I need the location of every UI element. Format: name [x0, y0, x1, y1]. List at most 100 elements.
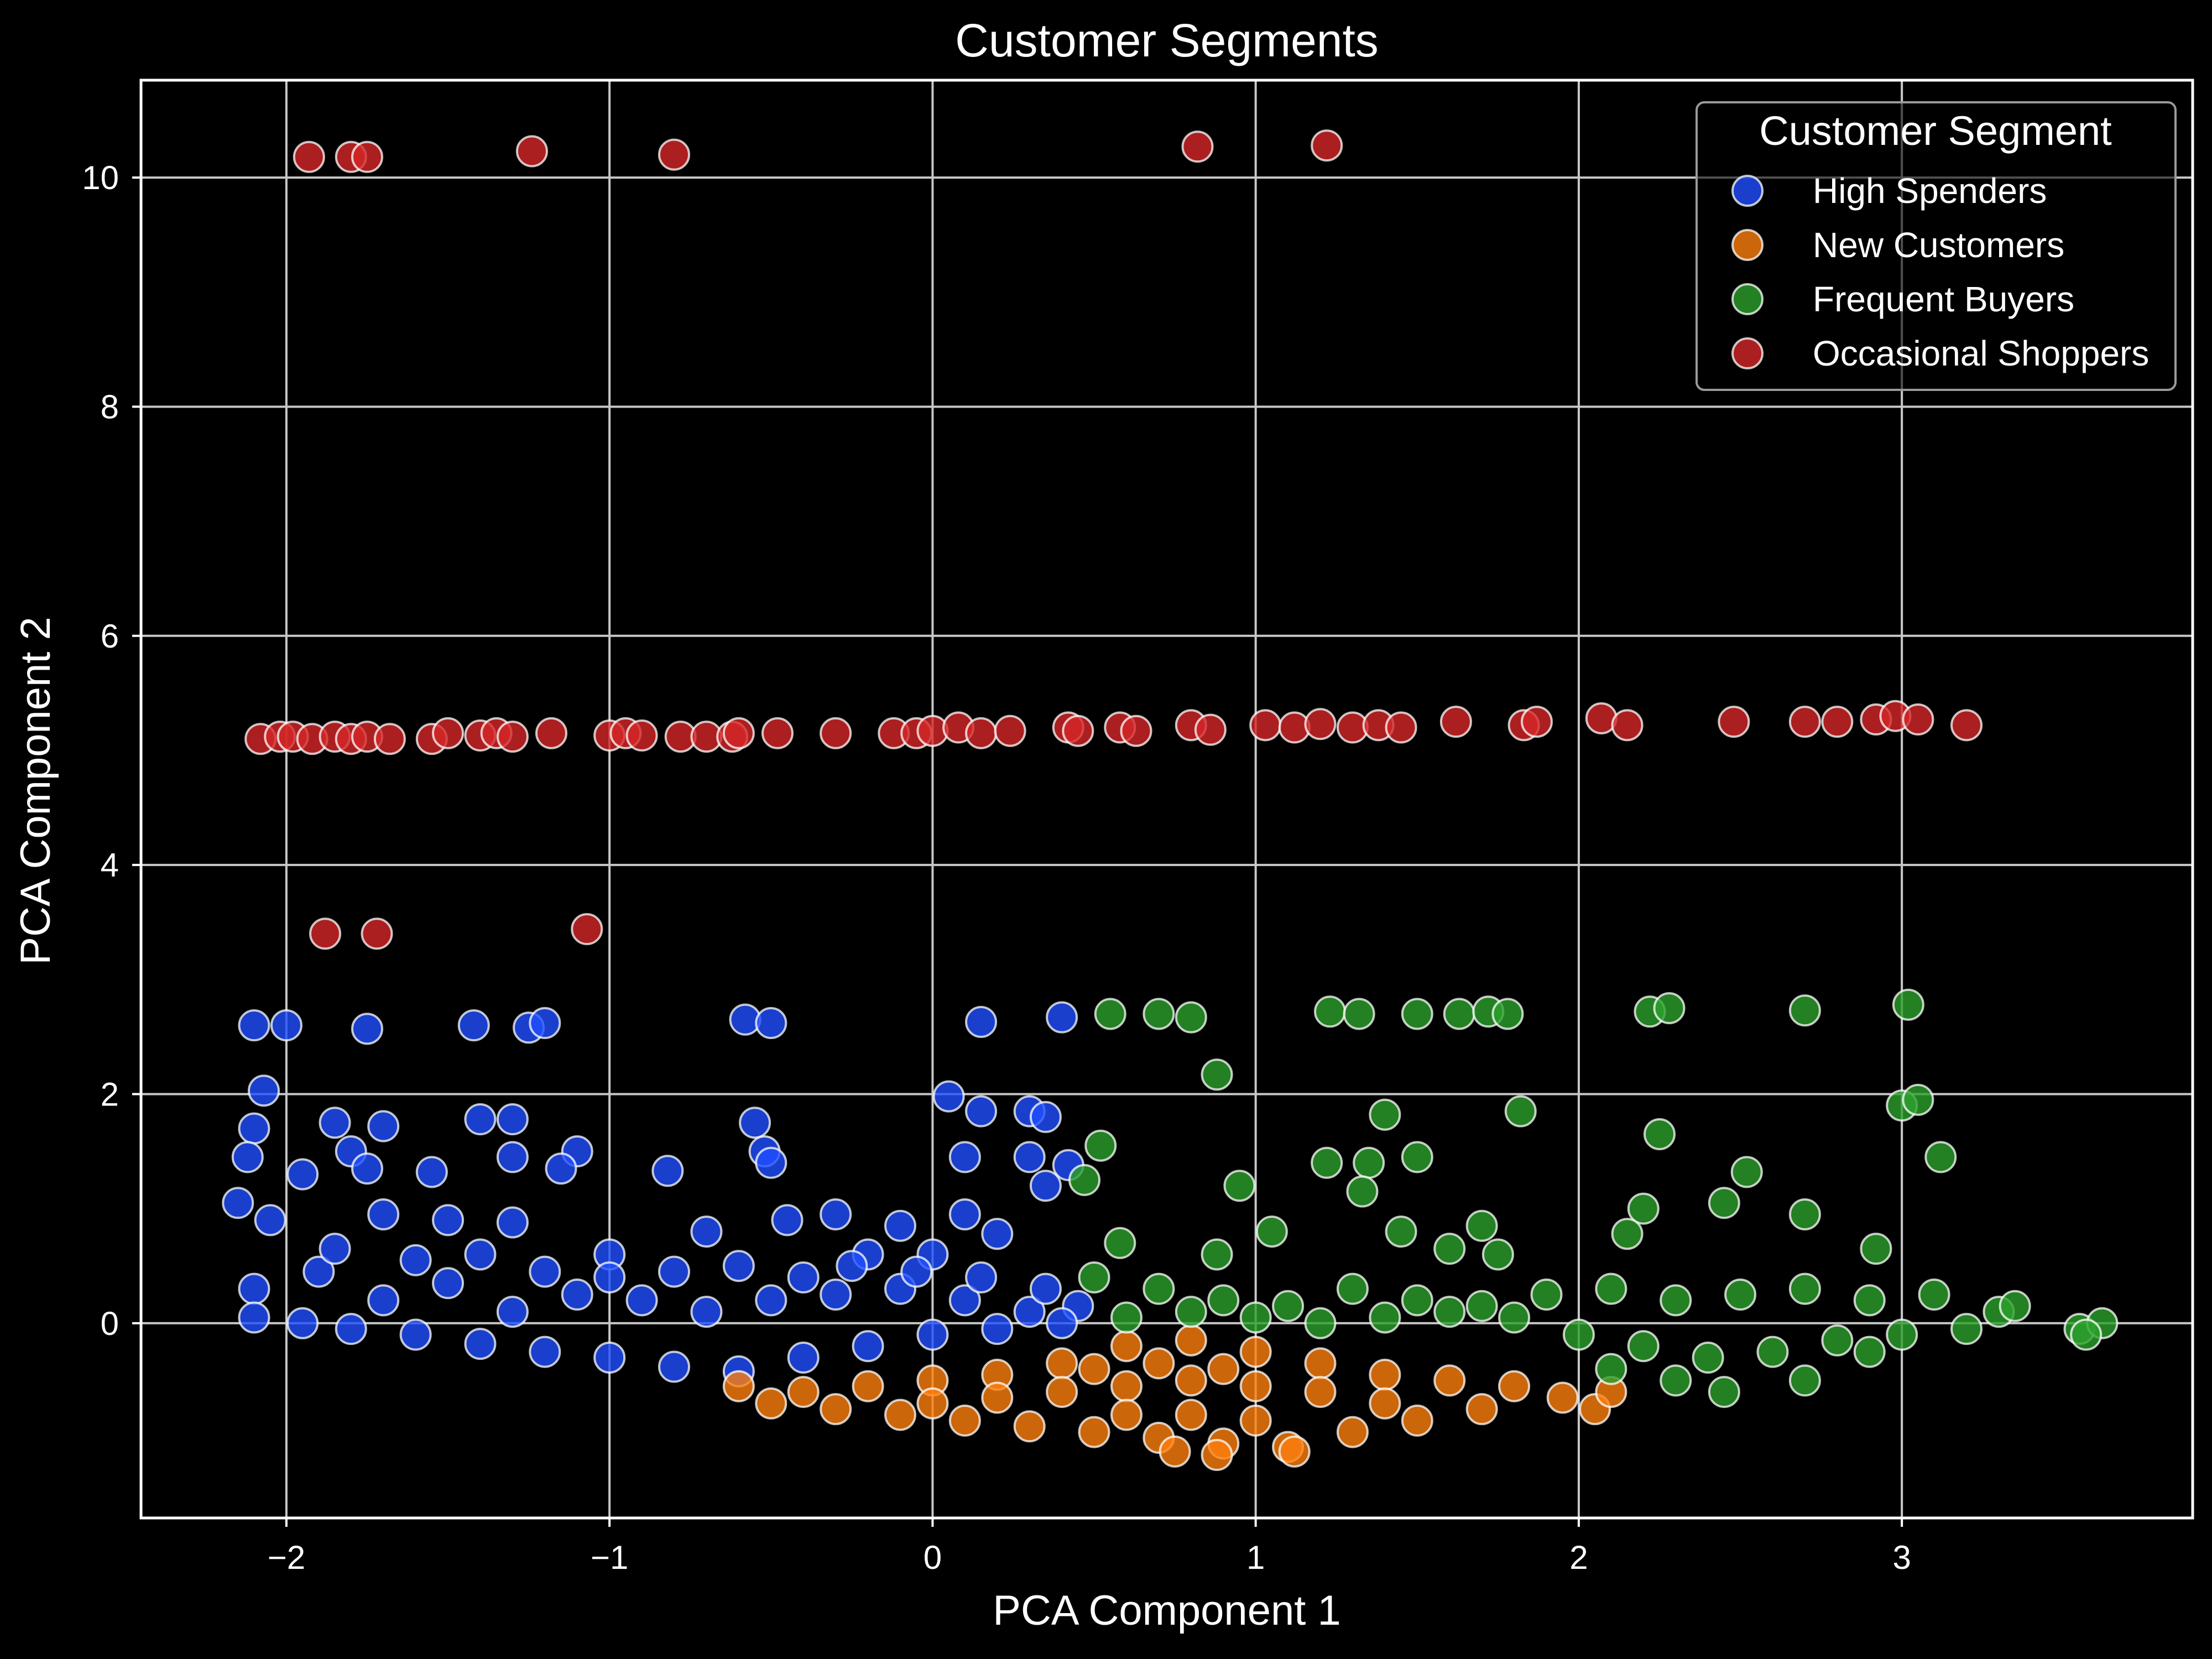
data-point: [593, 1261, 626, 1293]
data-point: [1439, 706, 1472, 738]
data-point: [399, 1318, 432, 1351]
data-point: [496, 1296, 529, 1328]
data-point: [1110, 1370, 1142, 1402]
data-point: [1788, 1364, 1821, 1397]
data-point: [515, 135, 548, 168]
data-point: [367, 1110, 400, 1142]
data-point: [1401, 1141, 1433, 1173]
data-point: [1481, 1238, 1514, 1271]
data-point: [1892, 988, 1924, 1021]
data-point: [1239, 1370, 1272, 1402]
data-point: [1314, 995, 1347, 1028]
data-point: [658, 1350, 691, 1383]
data-point: [1369, 1359, 1401, 1391]
data-point: [965, 1095, 998, 1128]
data-point: [1272, 1290, 1305, 1322]
data-point: [1201, 1439, 1233, 1472]
data-point: [1660, 1364, 1692, 1397]
data-point: [593, 1341, 626, 1374]
data-point: [1046, 1307, 1078, 1339]
data-point: [1311, 1146, 1343, 1179]
data-point: [373, 723, 406, 755]
data-point: [529, 1255, 561, 1288]
data-point: [1207, 1284, 1240, 1317]
data-point: [399, 1244, 432, 1276]
data-point: [625, 719, 658, 752]
data-point: [1724, 1279, 1757, 1311]
data-point: [1029, 1170, 1062, 1202]
data-point: [415, 1156, 448, 1188]
data-point: [248, 1074, 280, 1107]
data-point: [820, 1279, 852, 1311]
data-point: [948, 1141, 981, 1173]
data-point: [739, 1107, 771, 1139]
data-point: [535, 717, 567, 749]
data-point: [351, 1013, 383, 1045]
data-point: [1194, 713, 1227, 746]
data-point: [852, 1370, 884, 1402]
data-point: [1175, 1296, 1207, 1328]
data-point: [994, 714, 1026, 747]
x-tick-label: 0: [924, 1539, 942, 1576]
data-point: [1385, 1215, 1417, 1248]
data-point: [464, 1103, 497, 1136]
data-point: [270, 1009, 302, 1042]
legend: Customer Segment High Spenders New Custom…: [1695, 101, 2177, 391]
data-point: [965, 1005, 998, 1038]
data-point: [820, 1198, 852, 1230]
data-point: [1142, 998, 1175, 1030]
data-point: [884, 1399, 916, 1431]
data-point: [496, 1206, 529, 1239]
data-point: [1207, 1353, 1240, 1385]
data-point: [457, 1009, 490, 1042]
data-point: [787, 1341, 820, 1374]
data-point: [1433, 1296, 1466, 1328]
data-point: [1708, 1187, 1740, 1219]
data-point: [254, 1204, 286, 1237]
data-point: [1278, 1435, 1311, 1468]
data-point: [319, 1233, 351, 1265]
data-point: [1546, 1381, 1579, 1414]
data-point: [1902, 1083, 1934, 1116]
data-point: [1336, 1416, 1369, 1448]
data-point: [1999, 1290, 2031, 1322]
data-point: [1886, 1318, 1918, 1351]
data-point: [496, 1103, 529, 1136]
data-point: [981, 1313, 1014, 1345]
data-point: [351, 140, 383, 173]
data-point: [722, 1370, 755, 1402]
x-tick-label: 2: [1569, 1539, 1588, 1576]
data-point: [1255, 1215, 1288, 1248]
y-tick-label: 10: [82, 159, 119, 196]
data-point: [948, 1404, 981, 1437]
data-point: [948, 1198, 981, 1230]
data-point: [1385, 711, 1417, 744]
data-point: [335, 1313, 367, 1345]
data-point: [361, 917, 393, 950]
data-point: [1821, 1324, 1854, 1357]
data-point: [1902, 703, 1934, 736]
data-point: [771, 1204, 804, 1237]
data-point: [1401, 1284, 1433, 1317]
chart-title: Customer Segments: [955, 14, 1379, 66]
legend-title: Customer Segment: [1759, 108, 2112, 154]
data-points: [222, 129, 2119, 1472]
data-point: [1029, 1100, 1062, 1133]
data-point: [1718, 706, 1750, 738]
data-point: [1304, 1307, 1337, 1339]
data-point: [1369, 1301, 1401, 1334]
data-point: [755, 1387, 787, 1420]
data-point: [1924, 1141, 1957, 1173]
series-frequent-buyers: [1068, 988, 2119, 1408]
data-point: [1950, 1313, 1983, 1345]
data-point: [916, 1387, 949, 1420]
x-tick-label: −2: [268, 1539, 305, 1576]
data-point: [948, 1284, 981, 1317]
y-tick-label: 2: [101, 1076, 119, 1113]
data-point: [1498, 1370, 1531, 1402]
data-point: [820, 1393, 852, 1426]
data-point: [1304, 708, 1337, 740]
data-point: [1520, 706, 1553, 738]
data-point: [1788, 1272, 1821, 1305]
